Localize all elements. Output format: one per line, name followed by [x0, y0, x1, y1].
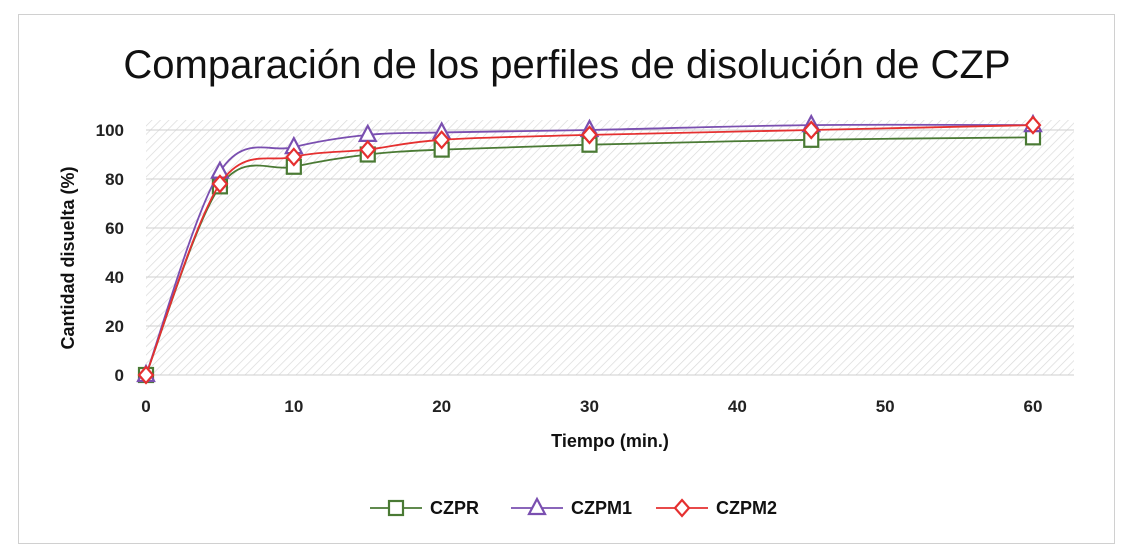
y-tick-label: 100 — [96, 121, 124, 140]
x-tick-label: 50 — [876, 397, 895, 416]
y-axis-label: Cantidad disuelta (%) — [58, 166, 78, 349]
y-tick-label: 0 — [115, 366, 124, 385]
legend-marker — [673, 498, 691, 518]
y-tick-label: 80 — [105, 170, 124, 189]
legend-label: CZPM2 — [716, 498, 777, 518]
series-layer — [136, 113, 1043, 385]
legend-marker — [387, 499, 405, 517]
x-tick-label: 20 — [432, 397, 451, 416]
y-tick-label: 40 — [105, 268, 124, 287]
y-tick-label: 20 — [105, 317, 124, 336]
x-tick-labels: 0 10 20 30 40 50 60 — [141, 397, 1042, 416]
x-tick-label: 10 — [284, 397, 303, 416]
data-point — [285, 147, 303, 167]
x-tick-label: 0 — [141, 397, 150, 416]
legend-item-czpr: CZPR — [370, 498, 479, 518]
data-point — [581, 125, 598, 145]
y-tick-labels: 0 20 40 60 80 100 — [96, 121, 124, 385]
legend: CZPR CZPM1 CZPM2 — [370, 496, 777, 518]
data-point — [359, 139, 377, 160]
chart-title: Comparación de los perfiles de disolució… — [123, 43, 1010, 87]
data-point — [211, 174, 229, 194]
x-tick-label: 60 — [1024, 397, 1043, 416]
x-tick-label: 30 — [580, 397, 599, 416]
legend-label: CZPM1 — [571, 498, 632, 518]
x-axis-label: Tiempo (min.) — [551, 431, 669, 451]
x-tick-label: 40 — [728, 397, 747, 416]
data-point — [802, 120, 820, 140]
legend-label: CZPR — [430, 498, 479, 518]
series-czpm2 — [137, 115, 1042, 385]
data-point — [433, 130, 451, 150]
data-point — [1024, 115, 1042, 135]
legend-item-czpm1: CZPM1 — [511, 496, 632, 518]
y-tick-label: 60 — [105, 219, 124, 238]
legend-item-czpm2: CZPM2 — [656, 498, 777, 518]
legend-marker — [527, 496, 547, 516]
data-point — [137, 365, 155, 385]
